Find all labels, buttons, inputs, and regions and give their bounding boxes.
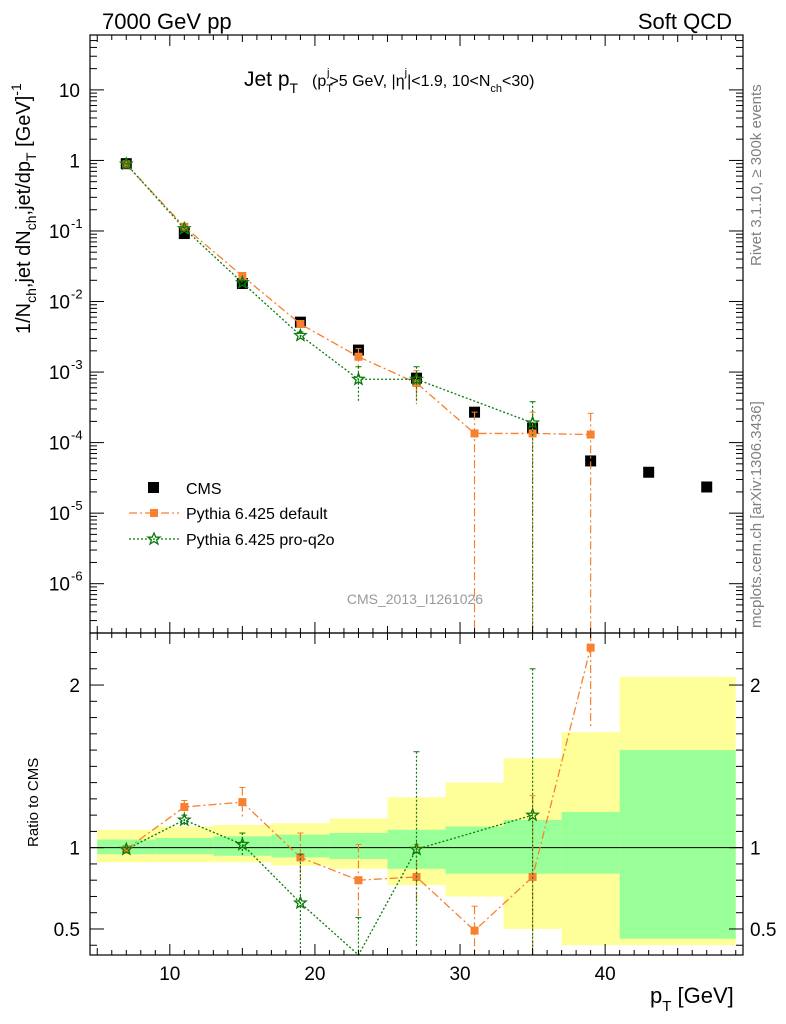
main-default-point bbox=[296, 320, 305, 329]
ratio-proq2o-point bbox=[234, 836, 250, 851]
main-cms-point bbox=[236, 278, 248, 290]
green-band-bin bbox=[271, 834, 330, 858]
main-y-tick-exponent: -4 bbox=[71, 428, 83, 443]
ratio-y-tick-label-right: 2 bbox=[750, 676, 761, 697]
ratio-y-tick-label: 0.5 bbox=[54, 920, 80, 941]
ratio-proq2o-point bbox=[525, 807, 541, 822]
ratio-default-point bbox=[354, 876, 363, 885]
ratio-proq2o-point bbox=[292, 895, 308, 910]
main-default-point bbox=[586, 430, 595, 439]
legend-entry-cms: CMS bbox=[148, 481, 222, 498]
x-tick-label: 30 bbox=[449, 964, 470, 985]
main-proq2o-point bbox=[292, 327, 308, 342]
ratio-y-tick-label-right: 0.5 bbox=[750, 920, 776, 941]
main-y-tick-label: 10 bbox=[49, 222, 70, 243]
main-default-point bbox=[470, 429, 479, 438]
svg-text:CMS: CMS bbox=[186, 481, 222, 498]
main-y-tick-exponent: -2 bbox=[71, 287, 83, 302]
svg-text:1/Nch,jet dNch,jet/dpT [GeV]-1: 1/Nch,jet dNch,jet/dpT [GeV]-1 bbox=[8, 83, 39, 334]
ratio-proq2o-point bbox=[409, 841, 424, 856]
main-proq2o-point bbox=[525, 415, 541, 430]
main-proq2o-point bbox=[176, 220, 192, 236]
main-title: Jet pT (pTj>5 GeV, |ηj|<1.9, 10<Nch<30) bbox=[244, 67, 534, 96]
legend-entry-proq2o: Pythia 6.425 pro-q2o bbox=[129, 531, 335, 549]
main-default-line bbox=[125, 163, 591, 436]
ratio-proq2o-point bbox=[176, 812, 192, 827]
ratio-panel-data bbox=[90, 632, 743, 957]
svg-text:(pTj>5 GeV, |ηj|<1.9, 10<Nch<3: (pTj>5 GeV, |ηj|<1.9, 10<Nch<30) bbox=[312, 67, 534, 95]
main-default-point bbox=[354, 352, 363, 361]
svg-text:Pythia 6.425 pro-q2o: Pythia 6.425 pro-q2o bbox=[186, 532, 335, 549]
ratio-default-point bbox=[470, 926, 479, 935]
x-tick-label: 10 bbox=[159, 964, 180, 985]
ratio-y-axis-title: Ratio to CMS bbox=[25, 758, 42, 847]
main-proq2o-point bbox=[234, 274, 250, 289]
main-y-tick-exponent: -6 bbox=[71, 569, 83, 584]
ratio-y-tick-label: 2 bbox=[69, 676, 80, 697]
ratio-default-point bbox=[586, 643, 595, 652]
main-panel-data bbox=[118, 156, 713, 633]
ratio-y-tick-label: 1 bbox=[69, 839, 80, 860]
x-tick-label: 40 bbox=[595, 964, 616, 985]
main-proq2o-line bbox=[125, 163, 533, 424]
ratio-y-tick-label-right: 1 bbox=[750, 839, 761, 860]
main-proq2o-point bbox=[118, 156, 134, 171]
legend-entry-default: Pythia 6.425 default bbox=[129, 506, 328, 523]
main-default-point bbox=[528, 429, 537, 438]
main-y-tick-label: 1 bbox=[69, 151, 80, 172]
main-y-axis-title: 1/Nch,jet dNch,jet/dpT [GeV]-1 bbox=[8, 83, 39, 334]
x-axis-title: pT [GeV] bbox=[650, 983, 734, 1015]
mcplots-label: mcplots.cern.ch [arXiv:1306.3436] bbox=[748, 401, 765, 628]
x-tick-label: 20 bbox=[304, 964, 325, 985]
ratio-default-point bbox=[180, 803, 189, 812]
green-band-bin bbox=[619, 750, 736, 939]
analysis-watermark: CMS_2013_I1261026 bbox=[347, 591, 483, 607]
main-proq2o-point bbox=[409, 371, 424, 386]
main-y-tick-exponent: -5 bbox=[71, 498, 83, 513]
main-y-tick-label: 10 bbox=[49, 293, 70, 314]
main-cms-point bbox=[178, 228, 190, 240]
ratio-default-point bbox=[238, 798, 247, 807]
green-band-bin bbox=[561, 811, 620, 874]
header-right: Soft QCD bbox=[638, 9, 732, 34]
main-y-tick-exponent: -1 bbox=[71, 216, 83, 231]
main-y-tick-label: 10 bbox=[59, 81, 80, 102]
main-proq2o-point bbox=[350, 371, 366, 386]
svg-text:pT [GeV]: pT [GeV] bbox=[650, 983, 734, 1015]
main-y-tick-label: 10 bbox=[49, 575, 70, 596]
green-band-bin bbox=[445, 826, 504, 874]
legend: CMS Pythia 6.425 default Pythia 6.425 pr… bbox=[129, 481, 335, 549]
main-y-tick-exponent: -3 bbox=[71, 357, 83, 372]
main-cms-point bbox=[585, 455, 597, 467]
rivet-label: Rivet 3.1.10, ≥ 300k events bbox=[748, 84, 765, 266]
main-y-tick-label: 10 bbox=[49, 434, 70, 455]
svg-text:Pythia 6.425 default: Pythia 6.425 default bbox=[186, 506, 328, 523]
svg-text:Jet pT: Jet pT bbox=[244, 68, 299, 96]
main-default-point bbox=[180, 222, 189, 231]
main-y-tick-label: 10 bbox=[49, 363, 70, 384]
main-y-tick-label: 10 bbox=[49, 504, 70, 525]
green-band-bin bbox=[155, 837, 214, 855]
header-left: 7000 GeV pp bbox=[102, 9, 232, 34]
ratio-default-point bbox=[296, 853, 305, 862]
main-cms-point bbox=[643, 466, 655, 478]
ratio-proq2o-point bbox=[118, 841, 134, 856]
main-cms-point bbox=[701, 481, 713, 493]
